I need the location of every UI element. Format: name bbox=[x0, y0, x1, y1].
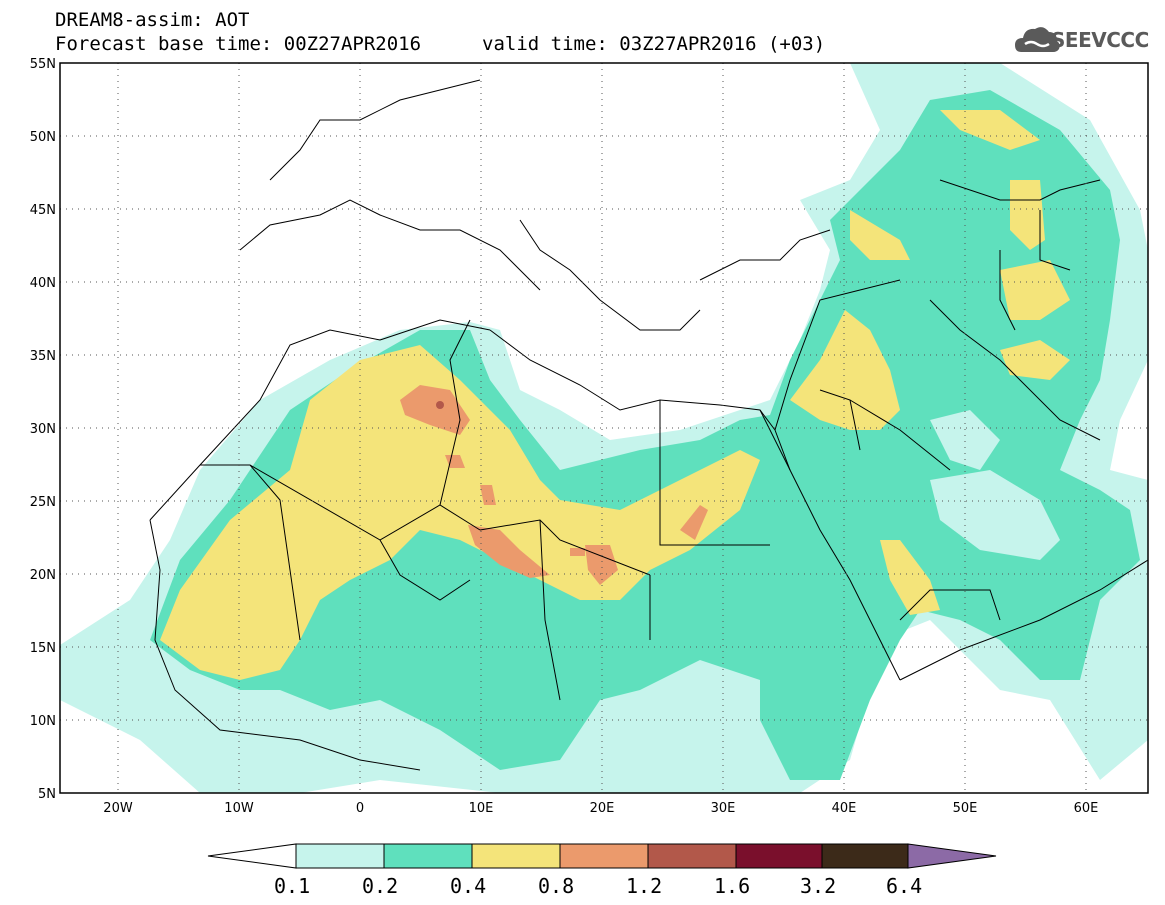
lon-tick-label: 40E bbox=[832, 801, 857, 816]
colorbar-level-label: 1.2 bbox=[626, 874, 663, 898]
lat-tick-label: 10N bbox=[30, 714, 56, 729]
lon-tick-label: 30E bbox=[711, 801, 736, 816]
lat-tick-label: 45N bbox=[30, 203, 56, 218]
colorbar-level-label: 0.2 bbox=[362, 874, 399, 898]
lat-tick-label: 55N bbox=[30, 57, 56, 72]
lon-tick-label: 10E bbox=[469, 801, 494, 816]
longitude-axis: 20W 10W 0 10E 20E 30E 40E 50E 60E bbox=[103, 801, 1098, 816]
map-frame bbox=[59, 62, 1149, 794]
valid-time: valid time: 03Z27APR2016 (+03) bbox=[482, 33, 826, 55]
lat-tick-label: 25N bbox=[30, 495, 56, 510]
lat-tick-label: 5N bbox=[38, 787, 56, 802]
aot-zone-0.8 bbox=[400, 385, 470, 435]
grid-lines bbox=[60, 63, 1148, 793]
lon-tick-label: 0 bbox=[356, 801, 364, 816]
forecast-base-time: Forecast base time: 00Z27APR2016 bbox=[55, 33, 422, 55]
lon-tick-label: 60E bbox=[1074, 801, 1099, 816]
lat-tick-label: 15N bbox=[30, 641, 56, 656]
colorbar-level-label: 1.6 bbox=[714, 874, 751, 898]
lat-tick-label: 30N bbox=[30, 422, 56, 437]
colorbar-level-label: 0.1 bbox=[274, 874, 311, 898]
lat-tick-label: 20N bbox=[30, 568, 56, 583]
aot-zone-1.2 bbox=[436, 401, 444, 409]
colorbar bbox=[207, 843, 997, 869]
aot-zone-0.4 bbox=[160, 345, 760, 680]
lon-tick-label: 20E bbox=[590, 801, 615, 816]
lat-tick-label: 35N bbox=[30, 349, 56, 364]
colorbar-level-label: 0.4 bbox=[450, 874, 487, 898]
colorbar-level-label: 3.2 bbox=[800, 874, 837, 898]
lat-tick-label: 40N bbox=[30, 276, 56, 291]
colorbar-level-label: 0.8 bbox=[538, 874, 575, 898]
colorbar-level-label: 6.4 bbox=[886, 874, 923, 898]
latitude-axis: 55N 50N 45N 40N 35N 30N 25N 20N 15N 10N 5N bbox=[30, 57, 56, 802]
logo-text: SEEVCCC bbox=[1051, 28, 1149, 52]
colorbar-under-arrow bbox=[207, 843, 297, 869]
lon-tick-label: 20W bbox=[103, 801, 133, 816]
colorbar-over-arrow bbox=[907, 843, 997, 869]
aot-zone-0.2 bbox=[150, 90, 1140, 780]
cloud-icon bbox=[1015, 27, 1060, 52]
chart-title: DREAM8-assim: AOT bbox=[55, 9, 250, 31]
lon-tick-label: 50E bbox=[953, 801, 978, 816]
lat-tick-label: 50N bbox=[30, 130, 56, 145]
lon-tick-label: 10W bbox=[224, 801, 254, 816]
